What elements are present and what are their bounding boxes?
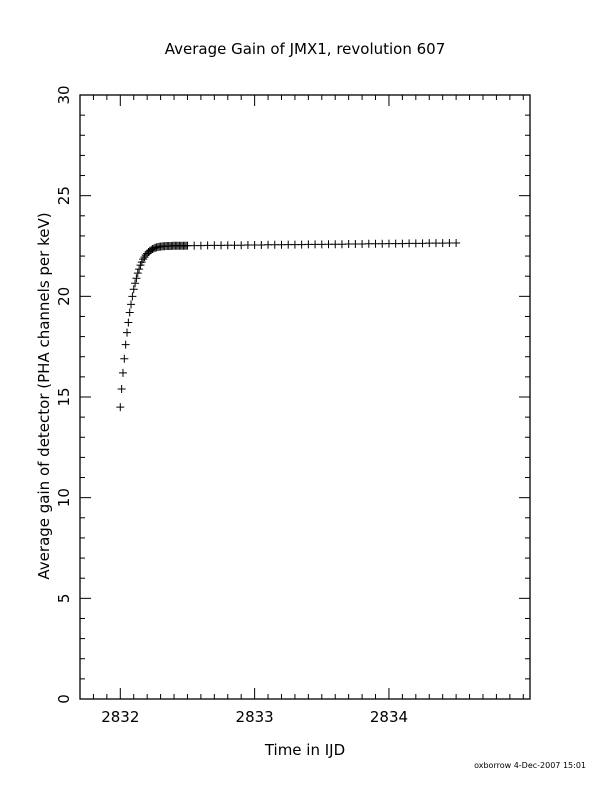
data-point bbox=[125, 308, 134, 317]
data-point bbox=[203, 241, 212, 250]
data-point bbox=[337, 240, 346, 249]
data-point bbox=[129, 285, 138, 294]
data-point bbox=[391, 239, 400, 248]
data-point bbox=[230, 241, 239, 250]
data-point bbox=[304, 240, 313, 249]
x-minor-ticks bbox=[79, 95, 524, 699]
data-point bbox=[117, 384, 126, 393]
data-point bbox=[264, 240, 273, 249]
plot-frame bbox=[79, 94, 531, 700]
data-point bbox=[237, 241, 246, 250]
data-point bbox=[124, 318, 133, 327]
data-point bbox=[116, 403, 125, 412]
data-point bbox=[297, 240, 306, 249]
y-tick-label: 25 bbox=[55, 186, 73, 205]
data-point bbox=[128, 292, 137, 301]
data-point bbox=[121, 340, 130, 349]
data-point bbox=[131, 279, 140, 288]
data-point bbox=[364, 239, 373, 248]
data-point bbox=[223, 241, 232, 250]
data-point bbox=[445, 238, 454, 247]
data-point bbox=[317, 240, 326, 249]
data-points bbox=[116, 238, 461, 412]
data-point bbox=[290, 240, 299, 249]
data-point bbox=[358, 239, 367, 248]
data-point bbox=[127, 300, 136, 309]
data-point bbox=[331, 240, 340, 249]
x-tick-label: 2832 bbox=[101, 708, 139, 726]
y-tick-label: 20 bbox=[55, 287, 73, 306]
data-point bbox=[183, 241, 192, 250]
data-point bbox=[196, 241, 205, 250]
data-point bbox=[311, 240, 320, 249]
x-tick-label: 2833 bbox=[236, 708, 274, 726]
data-point bbox=[132, 274, 141, 283]
data-point bbox=[135, 265, 144, 274]
data-point bbox=[123, 328, 132, 337]
chart-title: Average Gain of JMX1, revolution 607 bbox=[165, 40, 446, 58]
data-point bbox=[351, 239, 360, 248]
data-point bbox=[344, 239, 353, 248]
data-point bbox=[398, 239, 407, 248]
data-point bbox=[425, 239, 434, 248]
data-point bbox=[411, 239, 420, 248]
data-point bbox=[243, 240, 252, 249]
data-point bbox=[371, 239, 380, 248]
data-point bbox=[190, 241, 199, 250]
data-point bbox=[431, 239, 440, 248]
data-point bbox=[438, 239, 447, 248]
y-tick-label: 5 bbox=[55, 594, 73, 604]
data-point bbox=[452, 238, 461, 247]
data-point bbox=[217, 241, 226, 250]
data-point bbox=[405, 239, 414, 248]
data-point bbox=[250, 240, 259, 249]
y-tick-label: 10 bbox=[55, 488, 73, 507]
data-point bbox=[284, 240, 293, 249]
y-tick-label: 30 bbox=[55, 85, 73, 104]
data-point bbox=[270, 240, 279, 249]
data-point bbox=[139, 255, 148, 264]
data-point bbox=[277, 240, 286, 249]
x-axis-ticks: 2832 2833 2834 bbox=[101, 95, 408, 726]
data-point bbox=[418, 239, 427, 248]
data-point bbox=[118, 368, 127, 377]
data-point bbox=[384, 239, 393, 248]
x-tick-label: 2834 bbox=[370, 708, 408, 726]
y-axis-label: Average gain of detector (PHA channels p… bbox=[35, 212, 53, 579]
data-point bbox=[210, 241, 219, 250]
y-tick-label: 15 bbox=[55, 387, 73, 406]
y-tick-label: 0 bbox=[55, 694, 73, 704]
data-point bbox=[133, 269, 142, 278]
data-point bbox=[120, 354, 129, 363]
y-minor-ticks bbox=[80, 114, 530, 680]
y-axis-ticks: 0 5 10 15 20 25 30 bbox=[55, 85, 530, 704]
footer-credit: oxborrow 4-Dec-2007 15:01 bbox=[474, 761, 586, 770]
data-point bbox=[257, 240, 266, 249]
data-point bbox=[378, 239, 387, 248]
x-axis-label: Time in IJD bbox=[264, 741, 345, 759]
data-point bbox=[324, 240, 333, 249]
